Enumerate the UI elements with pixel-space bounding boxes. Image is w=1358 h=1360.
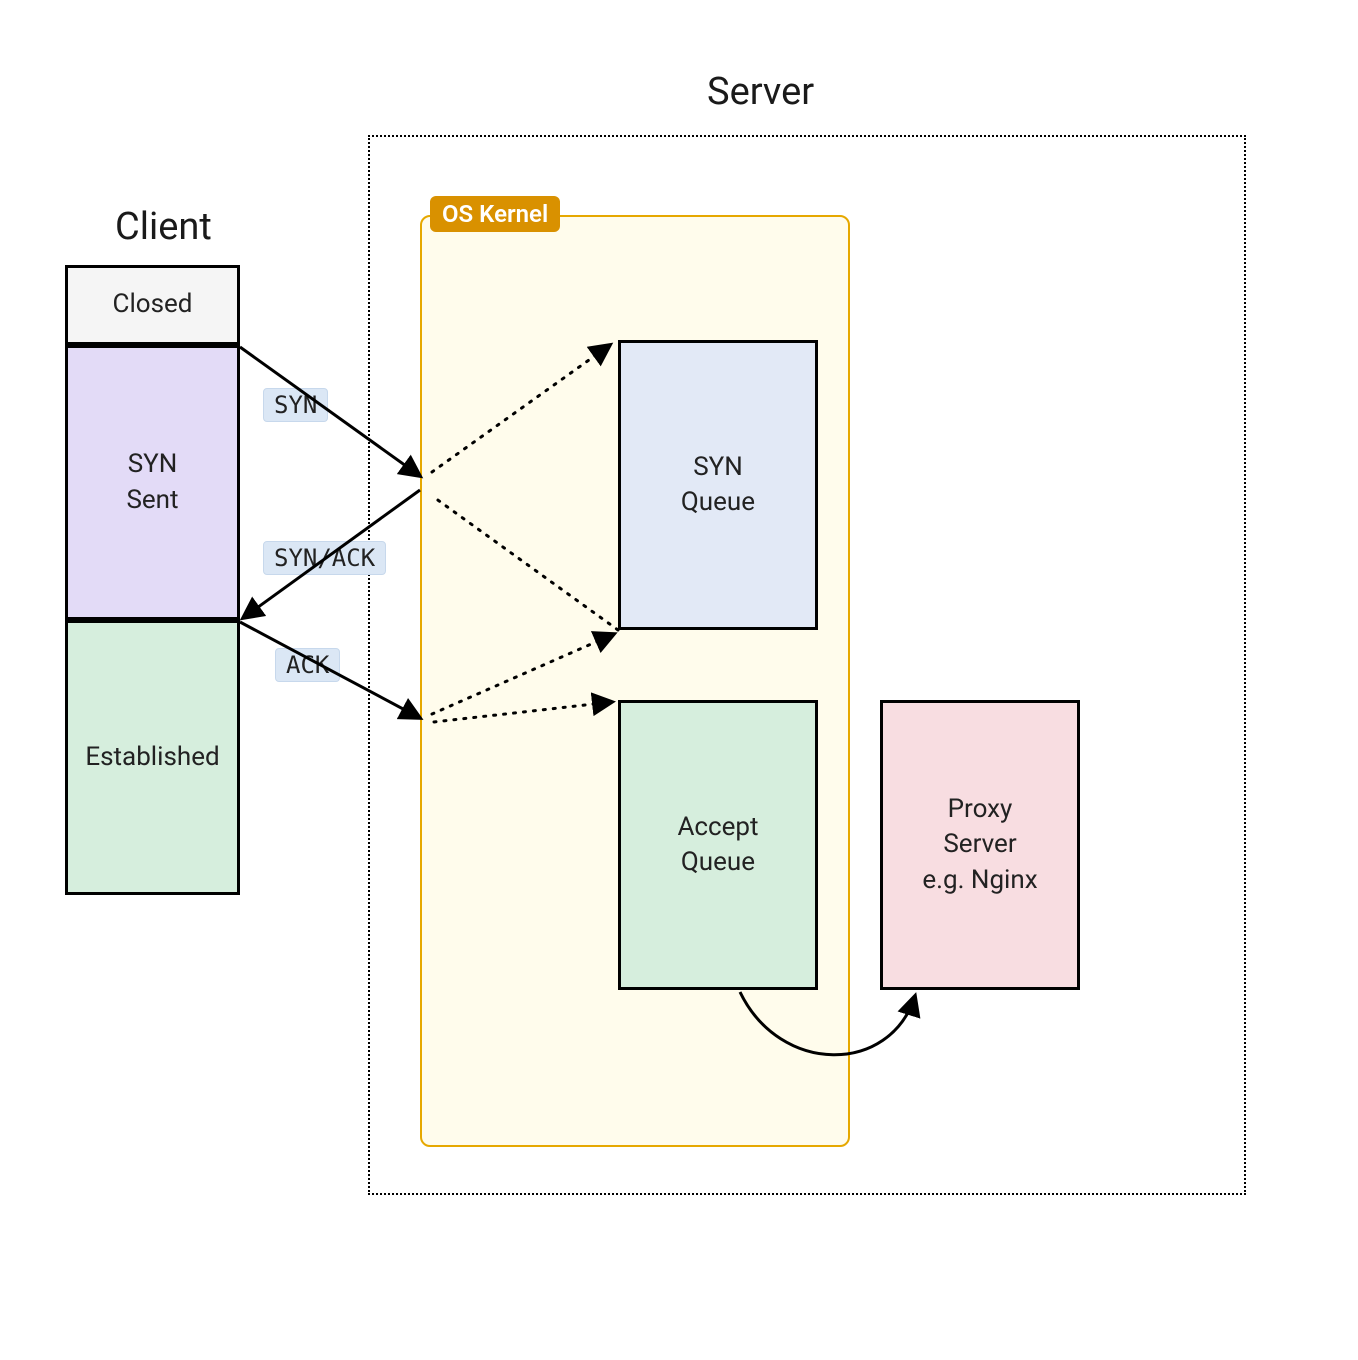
diagram-canvas: Client Server OS Kernel Closed SYN Sent … [0, 0, 1358, 1360]
client-state-closed-label: Closed [113, 287, 193, 322]
syn-queue-label: SYN Queue [681, 450, 755, 520]
accept-queue: Accept Queue [618, 700, 818, 990]
client-title: Client [115, 205, 212, 249]
edge-label-synack: SYN/ACK [263, 541, 386, 575]
proxy-server: Proxy Server e.g. Nginx [880, 700, 1080, 990]
syn-queue: SYN Queue [618, 340, 818, 630]
edge-label-syn: SYN [263, 388, 328, 422]
proxy-server-label: Proxy Server e.g. Nginx [922, 792, 1037, 897]
client-state-established-label: Established [85, 740, 219, 775]
accept-queue-label: Accept Queue [677, 810, 758, 880]
kernel-badge: OS Kernel [430, 196, 560, 232]
server-title: Server [707, 70, 814, 114]
client-state-syn-sent: SYN Sent [65, 345, 240, 620]
client-state-closed: Closed [65, 265, 240, 345]
client-state-established: Established [65, 620, 240, 895]
client-state-syn-sent-label: SYN Sent [126, 447, 178, 517]
edge-label-ack: ACK [275, 648, 340, 682]
